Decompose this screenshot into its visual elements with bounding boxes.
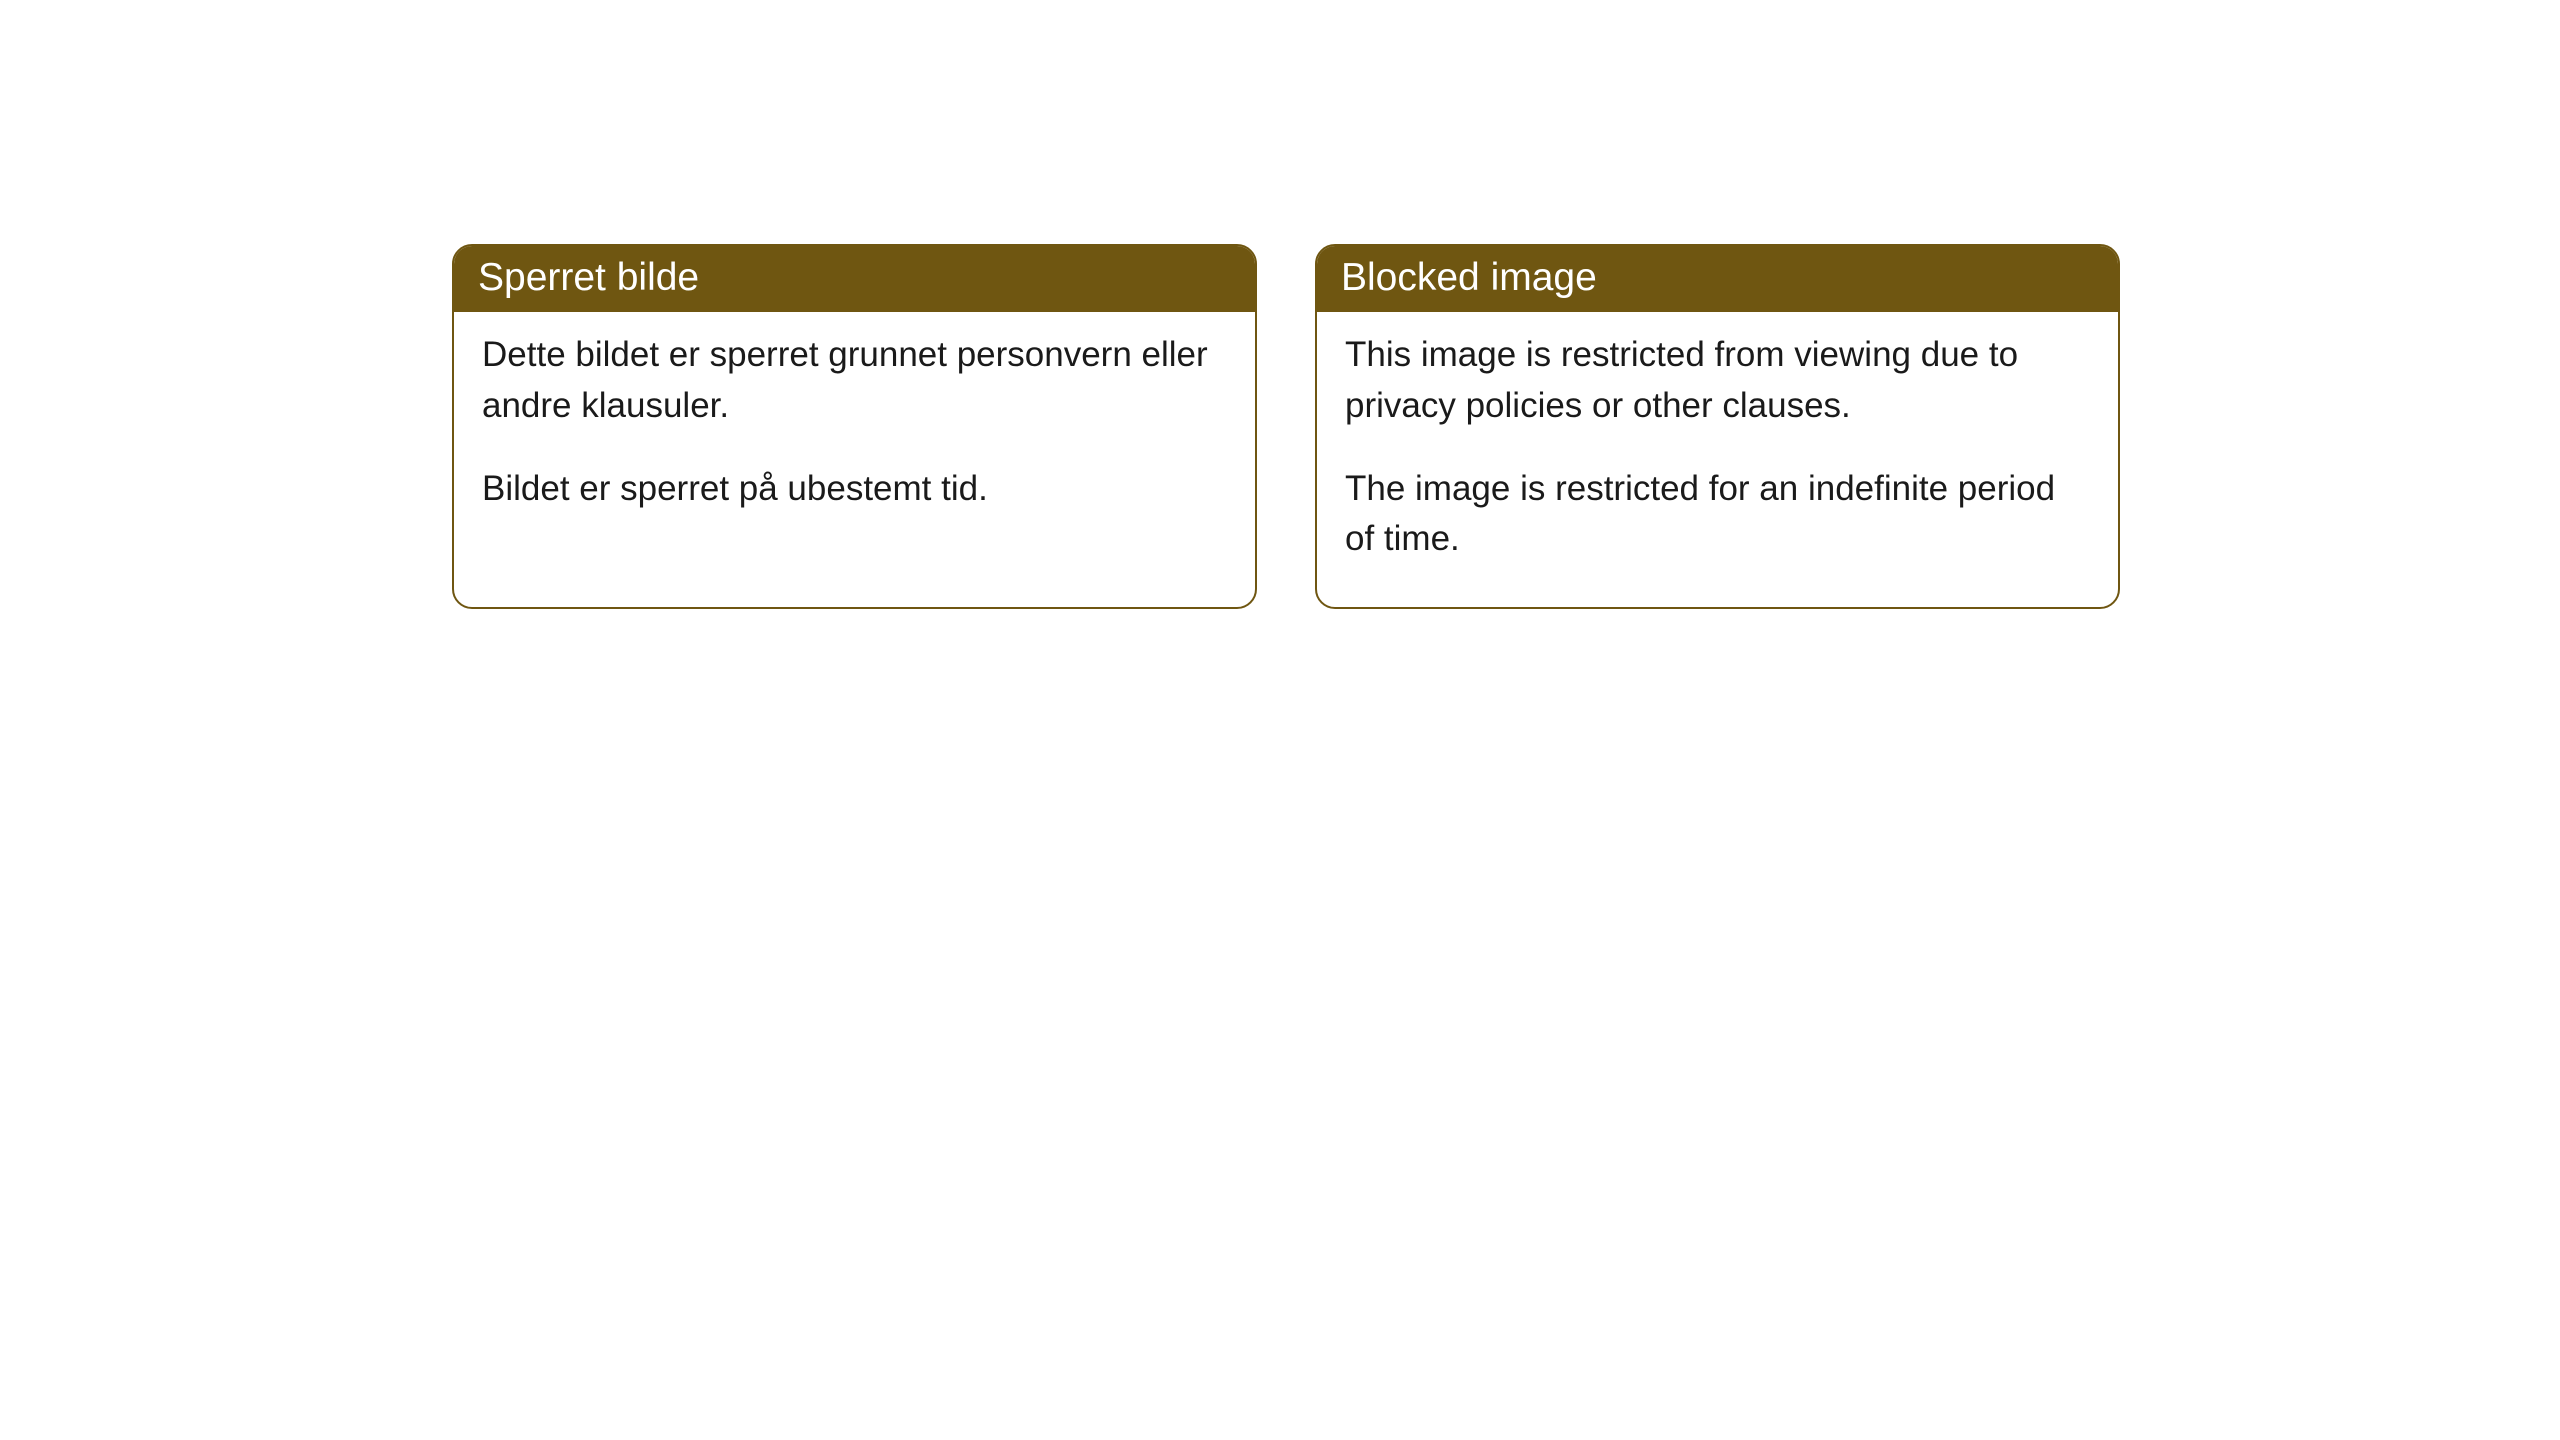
card-paragraph-1: Dette bildet er sperret grunnet personve… [482, 330, 1227, 432]
blocked-image-card-norwegian: Sperret bilde Dette bildet er sperret gr… [452, 244, 1257, 609]
card-body: This image is restricted from viewing du… [1317, 312, 2118, 607]
cards-container: Sperret bilde Dette bildet er sperret gr… [452, 244, 2120, 609]
card-body: Dette bildet er sperret grunnet personve… [454, 312, 1255, 556]
card-title: Blocked image [1341, 256, 1597, 299]
card-title: Sperret bilde [478, 256, 699, 299]
blocked-image-card-english: Blocked image This image is restricted f… [1315, 244, 2120, 609]
card-paragraph-2: Bildet er sperret på ubestemt tid. [482, 464, 1227, 515]
card-paragraph-2: The image is restricted for an indefinit… [1345, 464, 2090, 566]
card-header: Blocked image [1317, 246, 2118, 312]
card-header: Sperret bilde [454, 246, 1255, 312]
card-paragraph-1: This image is restricted from viewing du… [1345, 330, 2090, 432]
